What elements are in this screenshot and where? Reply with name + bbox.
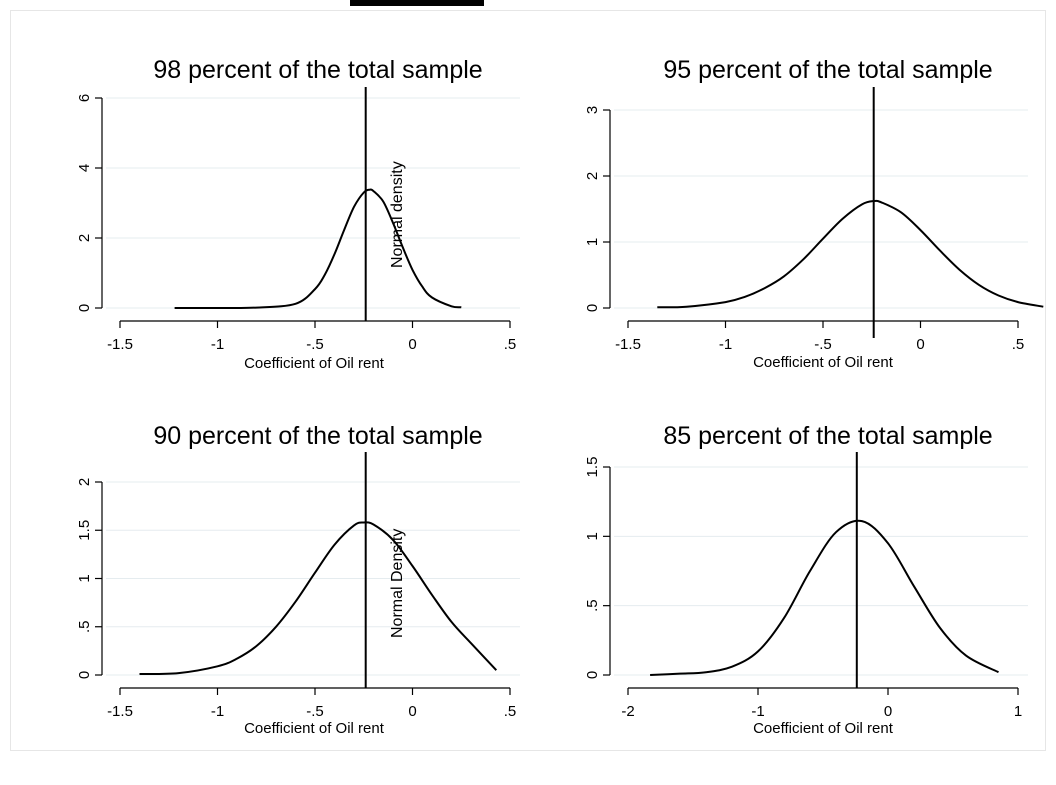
panel-90-percent: 90 percent of the total sample 0 .5 1 1.5 2 -… (76, 422, 520, 737)
x-axis-label: Coefficient of Oil rent (753, 354, 894, 371)
y-tick-label-1: .5 (76, 620, 93, 633)
density-curve (657, 199, 1044, 309)
x-tick-label-0: -2 (621, 703, 634, 720)
x-tick-label-2: -.5 (306, 703, 324, 720)
x-tick-label-1: -1 (211, 336, 224, 353)
x-tick-label-3: 0 (408, 703, 416, 720)
panel-85-percent: 85 percent of the total sample 0 .5 1 1.5 -2… (584, 422, 1028, 737)
x-tick-label-0: -1.5 (615, 336, 641, 353)
y-tick-label-0: 0 (584, 671, 601, 679)
x-tick-label-2: -.5 (814, 336, 832, 353)
x-tick-label-0: -1.5 (107, 703, 133, 720)
x-tick-label-2: -.5 (306, 336, 324, 353)
y-tick-label-0: 0 (584, 304, 601, 312)
top-black-bar (350, 0, 484, 6)
y-tick-label-4: 2 (76, 478, 93, 486)
y-tick-label-2: 2 (584, 172, 601, 180)
x-tick-label-4: .5 (504, 703, 517, 720)
y-tick-label-0: 0 (76, 304, 93, 312)
panel-title: 90 percent of the total sample (153, 422, 482, 450)
panel-title: 95 percent of the total sample (663, 56, 992, 84)
y-tick-label-1: 1 (584, 238, 601, 246)
density-curve (650, 519, 999, 676)
panel-title: 98 percent of the total sample (153, 56, 482, 84)
figure-frame (10, 10, 1046, 751)
y-tick-label-3: 3 (584, 106, 601, 114)
x-axis-label: Coefficient of Oil rent (244, 355, 385, 372)
x-tick-label-3: 0 (408, 336, 416, 353)
density-curve (139, 521, 498, 676)
x-tick-label-2: 0 (884, 703, 892, 720)
x-tick-label-1: -1 (211, 703, 224, 720)
x-tick-label-3: 1 (1014, 703, 1022, 720)
x-tick-label-1: -1 (719, 336, 732, 353)
x-tick-label-4: .5 (504, 336, 517, 353)
y-tick-label-1: 2 (76, 234, 93, 242)
x-axis-label: Coefficient of Oil rent (244, 720, 385, 737)
curve-annotation: Normal density (389, 161, 406, 268)
y-tick-label-2: 4 (76, 164, 93, 172)
panel-title: 85 percent of the total sample (663, 422, 992, 450)
y-tick-label-3: 1.5 (76, 520, 93, 541)
panel-95-percent: 95 percent of the total sample 0123-1.5-… (584, 56, 1044, 371)
y-tick-label-3: 6 (76, 94, 93, 102)
y-tick-label-3: 1.5 (584, 457, 601, 478)
x-axis-label: Coefficient of Oil rent (753, 720, 894, 737)
curve-annotation: Normal Density (389, 529, 406, 638)
x-tick-label-3: 0 (916, 336, 924, 353)
x-tick-label-1: -1 (751, 703, 764, 720)
panel-98-percent: 98 percent of the total sample 0246-1.5-… (76, 56, 520, 372)
y-tick-label-2: 1 (584, 532, 601, 540)
density-curve (174, 188, 462, 310)
y-tick-label-1: .5 (584, 599, 601, 612)
y-tick-label-0: 0 (76, 671, 93, 679)
x-tick-label-0: -1.5 (107, 336, 133, 353)
x-tick-label-4: .5 (1012, 336, 1025, 353)
y-tick-label-2: 1 (76, 574, 93, 582)
